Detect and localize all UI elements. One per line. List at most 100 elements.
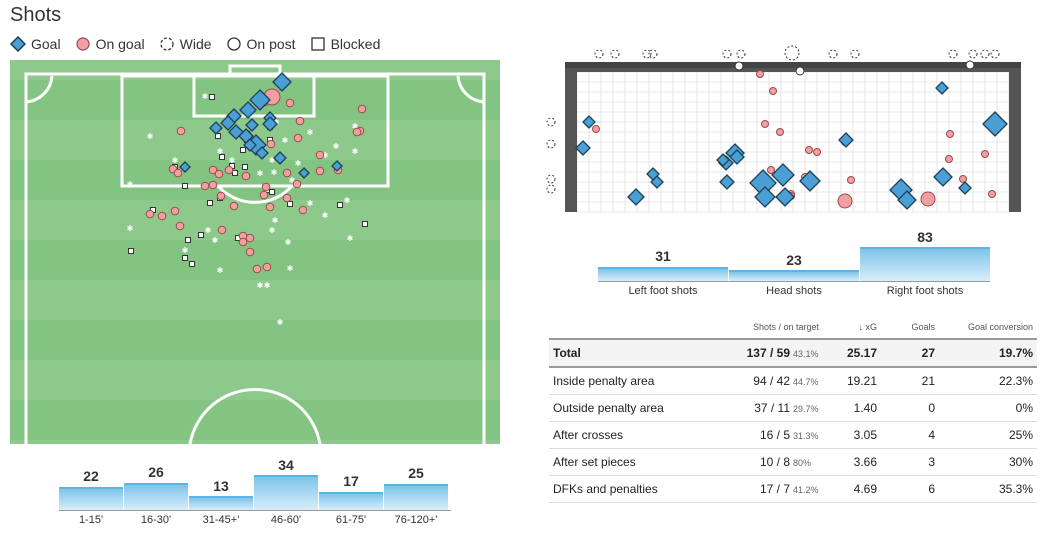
pitch-lines bbox=[24, 64, 486, 444]
wide-marker bbox=[546, 174, 556, 184]
bar-head[interactable]: 23 Head shots bbox=[729, 228, 859, 303]
square-icon bbox=[310, 37, 325, 51]
table-row: Inside penalty area 94 / 42 44.7% 19.21 2… bbox=[549, 367, 1037, 395]
blocked-marker bbox=[240, 147, 246, 153]
wide-marker: ✱ bbox=[172, 156, 179, 165]
wide-marker: ✱ bbox=[202, 92, 209, 101]
on-goal-marker bbox=[756, 70, 764, 78]
bar-period-4[interactable]: 34 46-60' bbox=[254, 455, 318, 530]
goal-marker bbox=[719, 174, 735, 190]
bar-left-foot[interactable]: 31 Left foot shots bbox=[598, 228, 728, 303]
wide-marker: ✱ bbox=[307, 199, 314, 208]
on-goal-marker bbox=[170, 206, 180, 216]
on-goal-marker bbox=[776, 128, 784, 136]
goal-marker bbox=[249, 89, 271, 111]
bar-period-1[interactable]: 22 1-15' bbox=[59, 455, 123, 530]
wide-marker bbox=[990, 49, 1000, 59]
table-header-row: Shots / on target ↓ xG Goals Goal conver… bbox=[752, 322, 1033, 332]
wide-marker: ✱ bbox=[127, 224, 134, 233]
blocked-marker bbox=[207, 200, 213, 206]
wide-marker: ✱ bbox=[289, 176, 296, 185]
wide-marker: ✱ bbox=[271, 168, 278, 177]
blocked-marker bbox=[215, 133, 221, 139]
blocked-marker bbox=[128, 248, 134, 254]
on-goal-marker bbox=[173, 168, 183, 178]
goal-marker bbox=[255, 146, 269, 160]
on-goal-marker bbox=[946, 130, 954, 138]
legend-label: Goal bbox=[31, 36, 61, 52]
on-goal-marker bbox=[293, 133, 303, 143]
on-goal-marker bbox=[945, 155, 953, 163]
bar-period-6[interactable]: 25 76-120+' bbox=[384, 455, 448, 530]
on-goal-marker bbox=[145, 209, 155, 219]
on-goal-marker bbox=[761, 120, 769, 128]
legend-label: On goal bbox=[95, 36, 145, 52]
blocked-marker bbox=[182, 255, 188, 261]
on-goal-marker bbox=[157, 211, 167, 221]
bar-period-5[interactable]: 17 61-75' bbox=[319, 455, 383, 530]
legend-label: Blocked bbox=[330, 36, 381, 52]
legend-blocked[interactable]: Blocked bbox=[310, 36, 381, 52]
wide-marker: ✱ bbox=[272, 216, 279, 225]
shot-legend: Goal On goal Wide On post Blocked bbox=[10, 36, 394, 52]
blocked-marker bbox=[337, 202, 343, 208]
bar-period-3[interactable]: 13 31-45+' bbox=[189, 455, 253, 530]
on-goal-marker bbox=[229, 201, 239, 211]
on-goal-marker bbox=[837, 193, 853, 209]
wide-marker: ✱ bbox=[257, 169, 264, 178]
on-post-marker bbox=[965, 60, 975, 70]
legend-goal[interactable]: Goal bbox=[10, 36, 61, 52]
legend-label: Wide bbox=[179, 36, 212, 52]
bar-period-2[interactable]: 26 16-30' bbox=[124, 455, 188, 530]
on-goal-marker bbox=[252, 264, 262, 274]
goal-marker bbox=[228, 124, 244, 140]
on-goal-marker bbox=[245, 233, 255, 243]
goal-marker bbox=[627, 188, 645, 206]
circle-icon bbox=[75, 37, 90, 51]
wide-marker bbox=[648, 49, 658, 59]
goal-marker bbox=[298, 167, 310, 179]
wide-marker: ✱ bbox=[322, 151, 329, 160]
goal-marker bbox=[754, 186, 776, 208]
goal-marker bbox=[775, 187, 795, 207]
on-goal-marker bbox=[245, 247, 255, 257]
wide-marker bbox=[546, 184, 556, 194]
bar-right-foot[interactable]: 83 Right foot shots bbox=[860, 228, 990, 303]
on-goal-marker bbox=[920, 191, 936, 207]
on-goal-marker bbox=[285, 98, 295, 108]
open-circle-icon bbox=[226, 37, 241, 51]
blocked-marker bbox=[362, 221, 368, 227]
blocked-marker bbox=[189, 261, 195, 267]
wide-marker: ✱ bbox=[127, 180, 134, 189]
goal-marker bbox=[897, 190, 917, 210]
on-goal-marker bbox=[988, 190, 996, 198]
on-goal-marker bbox=[261, 182, 271, 192]
goal-mouth-view bbox=[546, 45, 1021, 213]
on-goal-marker bbox=[357, 104, 367, 114]
shot-map-pitch: ✱✱✱✱✱✱✱✱✱✱✱✱✱✱✱✱✱✱✱✱✱✱✱✱✱✱✱✱✱✱✱✱✱✱✱✱✱ bbox=[10, 60, 500, 444]
on-goal-marker bbox=[805, 146, 813, 154]
blocked-marker bbox=[209, 94, 215, 100]
wide-marker bbox=[850, 49, 860, 59]
goal-frame bbox=[565, 62, 1021, 213]
wide-marker: ✱ bbox=[347, 234, 354, 243]
table-row: Outside penalty area 37 / 11 29.7% 1.40 0… bbox=[549, 394, 1037, 422]
wide-marker: ✱ bbox=[182, 246, 189, 255]
on-goal-marker bbox=[241, 171, 251, 181]
wide-marker: ✱ bbox=[277, 318, 284, 327]
legend-wide[interactable]: Wide bbox=[159, 36, 212, 52]
table-row: After set pieces 10 / 8 80% 3.66 3 30% bbox=[549, 448, 1037, 476]
blocked-marker bbox=[219, 154, 225, 160]
legend-on-post[interactable]: On post bbox=[226, 36, 296, 52]
wide-marker: ✱ bbox=[352, 122, 359, 131]
goal-shots bbox=[546, 45, 1008, 210]
wide-marker: ✱ bbox=[287, 264, 294, 273]
legend-on-goal[interactable]: On goal bbox=[75, 36, 145, 52]
table-row: Total 137 / 59 43.1% 25.17 27 19.7% bbox=[549, 338, 1037, 368]
on-goal-marker bbox=[262, 262, 272, 272]
goal-marker bbox=[933, 167, 953, 187]
on-goal-marker bbox=[959, 175, 967, 183]
body-part-bars: 31 Left foot shots 23 Head shots 83 Righ… bbox=[598, 228, 990, 303]
table-row: After crosses 16 / 5 31.3% 3.05 4 25% bbox=[549, 421, 1037, 449]
wide-marker: ✱ bbox=[212, 236, 219, 245]
